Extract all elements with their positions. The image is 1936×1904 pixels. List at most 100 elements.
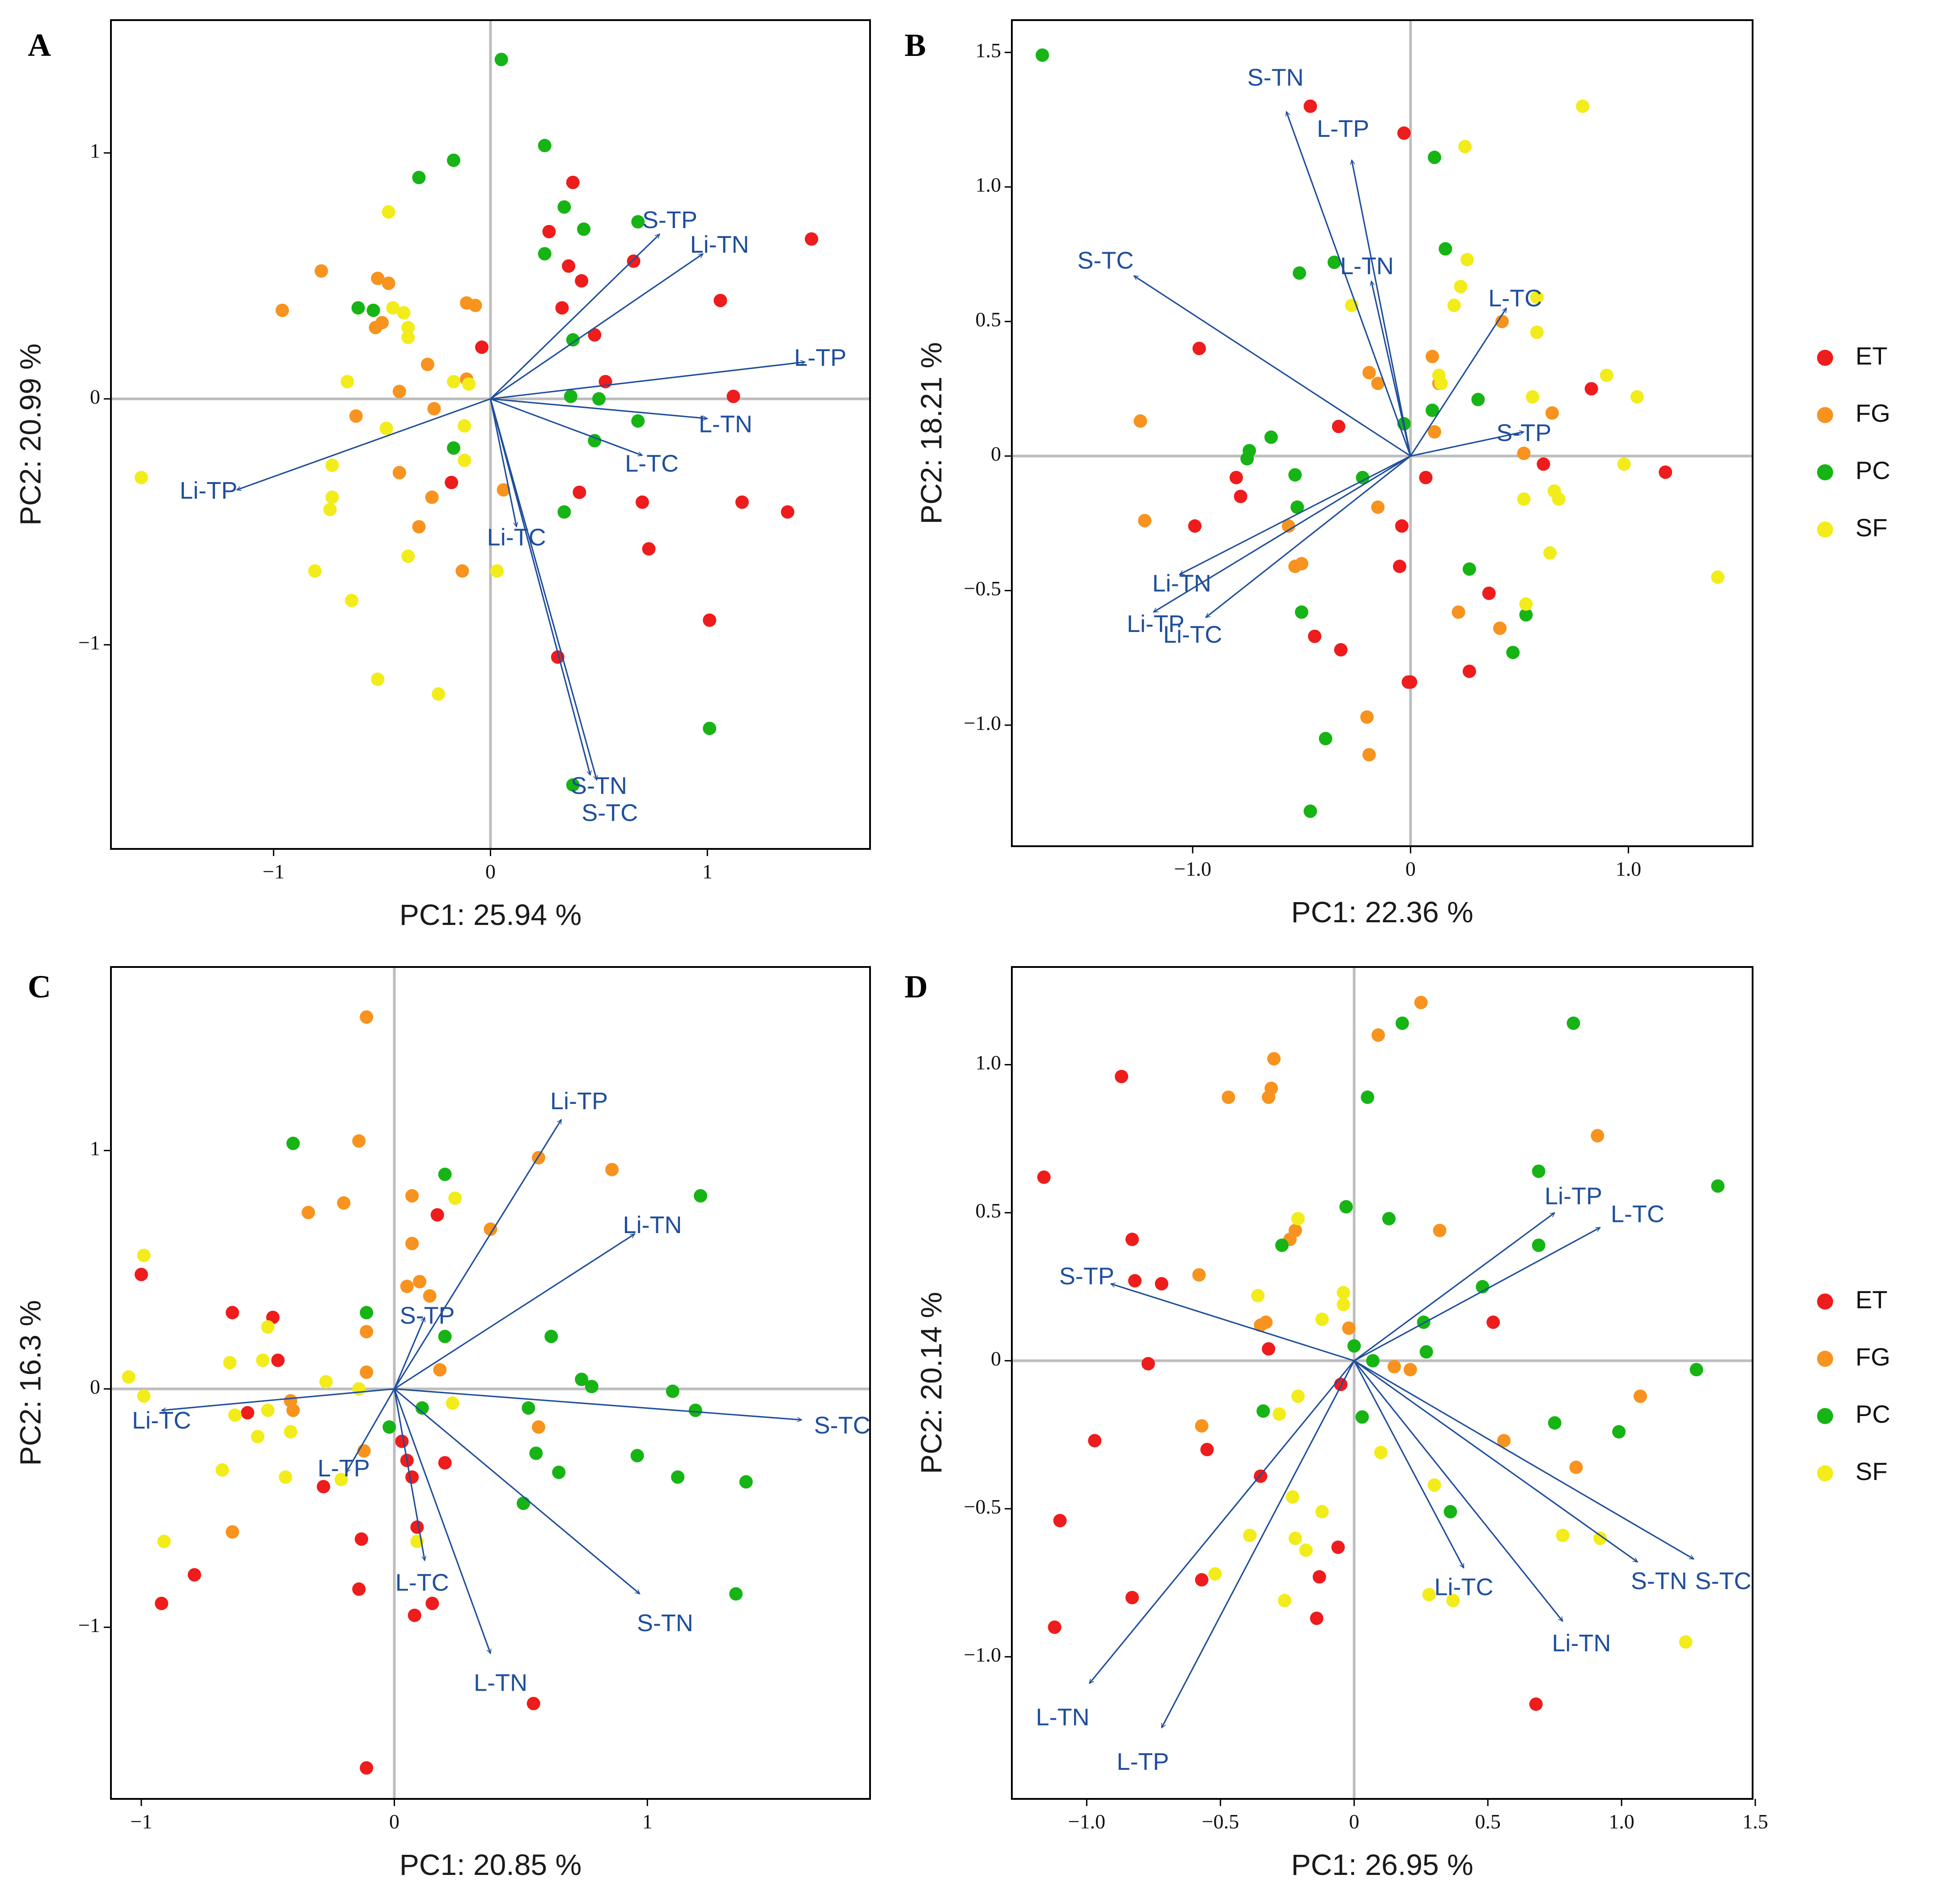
point-pc	[1292, 266, 1306, 280]
point-et	[155, 1596, 169, 1610]
point-et	[134, 1268, 148, 1281]
point-et	[187, 1568, 201, 1582]
point-sf	[157, 1535, 171, 1548]
point-sf	[1679, 1635, 1693, 1649]
point-pc	[1548, 1416, 1562, 1430]
loading-label-li-tc: Li-TC	[1163, 621, 1222, 648]
point-fg	[531, 1420, 545, 1434]
point-sf	[1552, 492, 1566, 506]
point-sf	[1278, 1594, 1291, 1607]
point-fg	[1134, 414, 1147, 428]
panel-letter: B	[904, 27, 926, 63]
point-fg	[1362, 748, 1376, 762]
legend-label-et: ET	[1855, 342, 1888, 370]
point-sf	[462, 377, 476, 391]
y-tick-label: 1.0	[976, 1051, 1002, 1074]
point-et	[642, 542, 656, 556]
y-tick-label: −1.0	[964, 712, 1001, 734]
panel-letter: D	[904, 969, 928, 1005]
point-et	[405, 1470, 419, 1484]
point-et	[726, 390, 740, 403]
loading-label-s-tc: S-TC	[1077, 247, 1134, 274]
point-et	[1397, 126, 1411, 140]
point-sf	[1286, 1490, 1299, 1504]
point-sf	[1617, 457, 1631, 471]
panel-c: Li-TP Li-TN S-TP S-TC S-TN L-TN L-TC L-TP Li-TC −…	[13, 966, 871, 1881]
point-pc	[1417, 1315, 1431, 1329]
point-pc	[694, 1189, 708, 1203]
point-pc	[1036, 48, 1049, 62]
loading-arrow-li-tp	[1354, 1212, 1554, 1361]
point-sf	[1299, 1543, 1313, 1557]
legend-swatch-et	[1817, 1293, 1833, 1310]
point-sf	[1517, 492, 1531, 506]
loading-arrow-s-tn	[1286, 112, 1411, 457]
point-fg	[1433, 1224, 1447, 1238]
point-et	[1584, 382, 1598, 396]
loading-label-li-tn: Li-TN	[623, 1212, 682, 1238]
point-sf	[223, 1356, 237, 1370]
loading-arrow-s-tc	[394, 1388, 802, 1420]
point-sf	[447, 375, 461, 389]
point-sf	[432, 687, 446, 701]
point-pc	[447, 153, 461, 167]
point-et	[1659, 465, 1673, 479]
legend-label-sf: SF	[1855, 513, 1888, 542]
point-et	[1401, 675, 1415, 689]
point-pc	[412, 170, 426, 184]
x-tick-label: 0	[485, 860, 496, 883]
point-sf	[1526, 390, 1540, 404]
loading-label-l-tc: L-TC	[1611, 1200, 1664, 1227]
point-pc	[588, 434, 602, 448]
x-tick-label: 0	[1405, 857, 1416, 880]
x-tick-label: 0	[1349, 1810, 1359, 1833]
loading-arrow-li-tc	[1206, 455, 1411, 618]
y-tick-label: 1.0	[976, 174, 1002, 196]
legend-swatch-sf	[1817, 1465, 1833, 1481]
y-tick-label: 1	[90, 1137, 100, 1160]
point-et	[1419, 471, 1433, 484]
point-et	[360, 1761, 374, 1775]
y-tick-label: 1.5	[976, 39, 1002, 62]
y-axis-title: PC2: 20.99 %	[13, 343, 47, 526]
point-fg	[360, 1365, 374, 1379]
point-et	[1312, 1570, 1326, 1584]
point-et	[1128, 1274, 1142, 1288]
point-sf	[1291, 1389, 1305, 1403]
point-sf	[1711, 570, 1725, 584]
point-pc	[438, 1330, 452, 1344]
point-et	[566, 175, 580, 189]
point-et	[1395, 519, 1409, 533]
point-pc	[1295, 605, 1308, 619]
loading-arrow-l-tp	[490, 362, 805, 400]
loading-arrow-l-tn	[1089, 1360, 1355, 1683]
legend-label-fg: FG	[1855, 1343, 1890, 1371]
point-sf	[371, 672, 385, 686]
point-pc	[1711, 1179, 1725, 1193]
point-sf	[1434, 377, 1448, 390]
point-pc	[671, 1470, 685, 1484]
legend-swatch-et	[1817, 350, 1833, 366]
point-sf	[1288, 1531, 1302, 1545]
point-et	[352, 1582, 366, 1596]
point-pc	[286, 1136, 300, 1150]
point-sf	[1272, 1407, 1286, 1421]
loading-arrow-s-tn	[1354, 1360, 1638, 1563]
point-fg	[1295, 557, 1308, 571]
loading-label-li-tn: Li-TN	[1552, 1630, 1611, 1657]
y-tick-label: −1.0	[964, 1643, 1001, 1666]
point-sf	[1458, 140, 1472, 153]
point-pc	[1347, 1339, 1361, 1353]
point-sf	[261, 1404, 275, 1417]
loading-label-l-tn: L-TN	[1340, 253, 1394, 280]
point-fg	[1360, 710, 1374, 724]
point-et	[575, 274, 589, 288]
point-pc	[538, 247, 552, 261]
loading-arrow-s-tp	[490, 234, 660, 399]
point-pc	[552, 1465, 566, 1479]
point-sf	[1460, 253, 1474, 267]
point-pc	[447, 441, 461, 455]
point-pc	[494, 52, 508, 66]
